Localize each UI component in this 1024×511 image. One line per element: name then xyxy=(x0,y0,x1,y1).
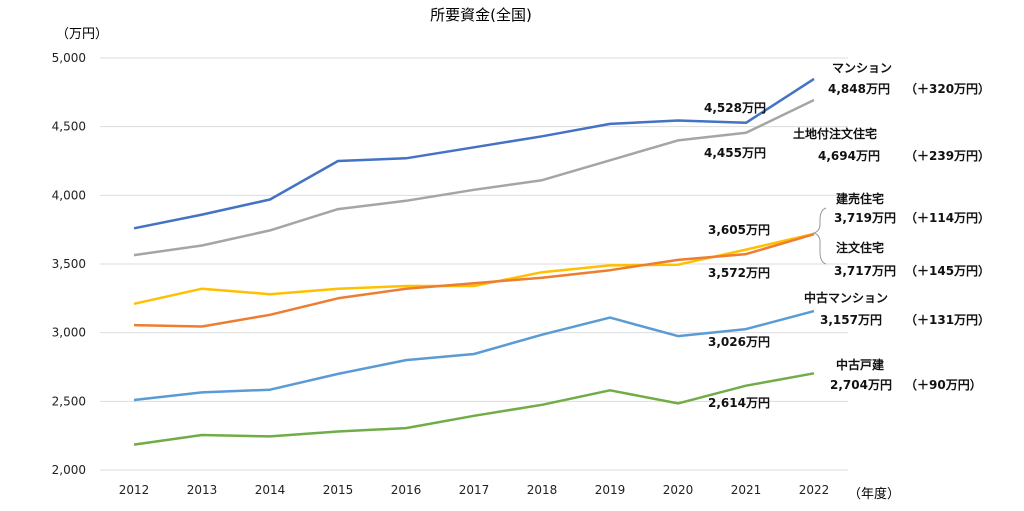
label-chumon-2022: 3,717万円 xyxy=(834,264,896,278)
label-tateuri-name: 建売住宅 xyxy=(835,191,884,206)
label-used-house-2022: 2,704万円 xyxy=(830,378,892,392)
x-tick-label: 2012 xyxy=(119,483,150,497)
label-land-2021: 4,455万円 xyxy=(704,146,766,160)
label-mansion-name: マンション xyxy=(832,61,892,75)
grid-lines xyxy=(100,57,848,471)
label-used-mansion-2021: 3,026万円 xyxy=(708,335,770,349)
y-tick-label: 5,000 xyxy=(52,51,86,65)
series-lines xyxy=(133,77,815,446)
label-used-house-name: 中古戸建 xyxy=(836,357,885,372)
series-line-0 xyxy=(133,77,815,230)
y-tick-label: 4,500 xyxy=(52,120,86,134)
y-tick-label: 3,000 xyxy=(52,326,86,340)
annotations: 4,528万円 マンション 4,848万円 （＋320万円） 4,455万円 土… xyxy=(704,61,990,410)
label-land-diff: （＋239万円） xyxy=(905,148,990,163)
y-tick-label: 3,500 xyxy=(52,257,86,271)
y-tick-labels: 2,000 2,500 3,000 3,500 4,000 4,500 5,000 xyxy=(52,51,86,477)
series-line-4 xyxy=(133,309,815,402)
label-mansion-2021: 4,528万円 xyxy=(704,101,766,115)
series-line-2 xyxy=(133,232,815,306)
label-used-mansion-diff: （＋131万円） xyxy=(905,312,990,327)
label-used-mansion-2022: 3,157万円 xyxy=(820,313,882,327)
x-tick-label: 2013 xyxy=(187,483,218,497)
x-tick-label: 2017 xyxy=(459,483,490,497)
series-line-1 xyxy=(133,98,815,257)
x-tick-label: 2016 xyxy=(391,483,422,497)
x-tick-label: 2019 xyxy=(595,483,626,497)
x-tick-label: 2022 xyxy=(799,483,830,497)
label-chumon-diff: （＋145万円） xyxy=(905,263,990,278)
x-tick-label: 2018 xyxy=(527,483,558,497)
x-tick-label: 2021 xyxy=(731,483,762,497)
label-chumon-2021: 3,572万円 xyxy=(708,266,770,280)
series-line-3 xyxy=(133,233,815,328)
y-tick-label: 2,000 xyxy=(52,463,86,477)
x-axis-unit: （年度） xyxy=(848,486,900,502)
label-tateuri-2021: 3,605万円 xyxy=(708,223,770,237)
label-land-name: 土地付注文住宅 xyxy=(793,126,877,141)
chart-title: 所要資金(全国) xyxy=(430,6,532,24)
series-line-5 xyxy=(133,372,815,446)
label-used-house-diff: （＋90万円） xyxy=(905,377,982,392)
label-used-mansion-name: 中古マンション xyxy=(804,290,888,305)
x-tick-label: 2015 xyxy=(323,483,354,497)
y-tick-label: 4,000 xyxy=(52,188,86,202)
label-tateuri-diff: （＋114万円） xyxy=(905,210,990,225)
label-used-house-2021: 2,614万円 xyxy=(708,396,770,410)
label-chumon-name: 注文住宅 xyxy=(836,240,884,255)
x-tick-labels: 2012 2013 2014 2015 2016 2017 2018 2019 2020 2021… xyxy=(119,483,830,497)
label-mansion-diff: （＋320万円） xyxy=(905,81,990,96)
label-land-2022: 4,694万円 xyxy=(818,149,880,163)
label-tateuri-2022: 3,719万円 xyxy=(834,211,896,225)
y-tick-label: 2,500 xyxy=(52,394,86,408)
y-axis-unit: （万円） xyxy=(56,27,108,42)
x-tick-label: 2014 xyxy=(255,483,286,497)
x-tick-label: 2020 xyxy=(663,483,694,497)
label-mansion-2022: 4,848万円 xyxy=(828,82,890,96)
group-brace xyxy=(812,207,827,265)
